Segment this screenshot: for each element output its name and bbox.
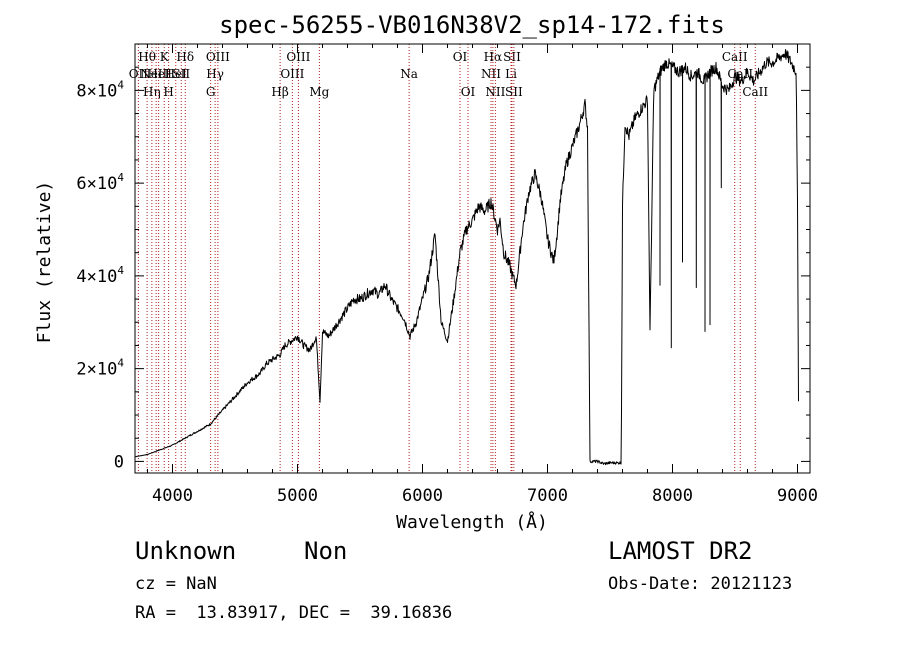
marker-label: OII xyxy=(129,67,149,81)
marker-label: NII xyxy=(481,67,501,81)
marker-label: OIII xyxy=(286,50,310,64)
marker-label: Na xyxy=(400,67,418,81)
marker-label: OI xyxy=(461,85,476,99)
marker-label: SII xyxy=(172,67,190,81)
marker-label: OIII xyxy=(280,67,304,81)
y-tick-label: 4×104 xyxy=(76,264,124,287)
y-tick-label: 8×104 xyxy=(76,78,124,101)
marker-label: SII xyxy=(503,50,521,64)
marker-label: Hγ xyxy=(206,67,224,81)
marker-label: Li xyxy=(505,67,517,81)
marker-label: Hδ xyxy=(176,50,194,64)
marker-label: H xyxy=(163,85,173,99)
marker-label: SII xyxy=(505,85,523,99)
x-tick-label: 5000 xyxy=(277,486,318,506)
y-tick-label: 6×104 xyxy=(76,171,124,194)
marker-label: CaII xyxy=(742,85,768,99)
marker-label: Hθ xyxy=(138,50,156,64)
chart-title: spec-56255-VB016N38V2_sp14-172.fits xyxy=(219,11,725,39)
x-tick-label: 7000 xyxy=(527,486,568,506)
x-tick-label: 6000 xyxy=(402,486,443,506)
axes: 4000 5000 6000 7000 8000 9000 0 2×104 4×104 6×104… xyxy=(76,44,818,506)
x-tick-label: 9000 xyxy=(777,486,818,506)
line-markers: OIIHθHηNeIIIHeIKHHeISIIHδGHγOIIIHβOIIIOI… xyxy=(129,44,768,473)
survey-name: LAMOST DR2 xyxy=(608,537,753,565)
x-tick-label: 8000 xyxy=(652,486,693,506)
marker-label: NII xyxy=(485,85,505,99)
y-tick-label: 2×104 xyxy=(76,357,124,380)
spectrum-line xyxy=(134,49,799,466)
marker-label: Hα xyxy=(484,50,503,64)
marker-label: Mg xyxy=(309,85,329,99)
marker-label: G xyxy=(206,85,216,99)
coordinates: RA = 13.83917, DEC = 39.16836 xyxy=(135,603,453,623)
marker-label: CaII xyxy=(722,50,748,64)
x-tick-label: 4000 xyxy=(152,486,193,506)
marker-label: Hη xyxy=(143,85,161,99)
redshift-cz: cz = NaN xyxy=(135,574,217,594)
object-subclass: Non xyxy=(304,537,348,565)
y-axis-label: Flux (relative) xyxy=(34,181,55,344)
plot-frame xyxy=(134,43,811,474)
marker-label: OI xyxy=(453,50,468,64)
marker-label: OIII xyxy=(206,50,230,64)
marker-label: K xyxy=(160,50,170,64)
x-axis-label: Wavelength (Å) xyxy=(396,511,548,533)
observation-date: Obs-Date: 20121123 xyxy=(608,574,793,594)
spectrum-series xyxy=(134,49,799,466)
y-tick-label: 0 xyxy=(114,452,124,472)
marker-label: Hβ xyxy=(271,85,288,99)
spectrum-chart: spec-56255-VB016N38V2_sp14-172.fits OII H… xyxy=(34,11,818,533)
object-class: Unknown xyxy=(135,537,237,565)
